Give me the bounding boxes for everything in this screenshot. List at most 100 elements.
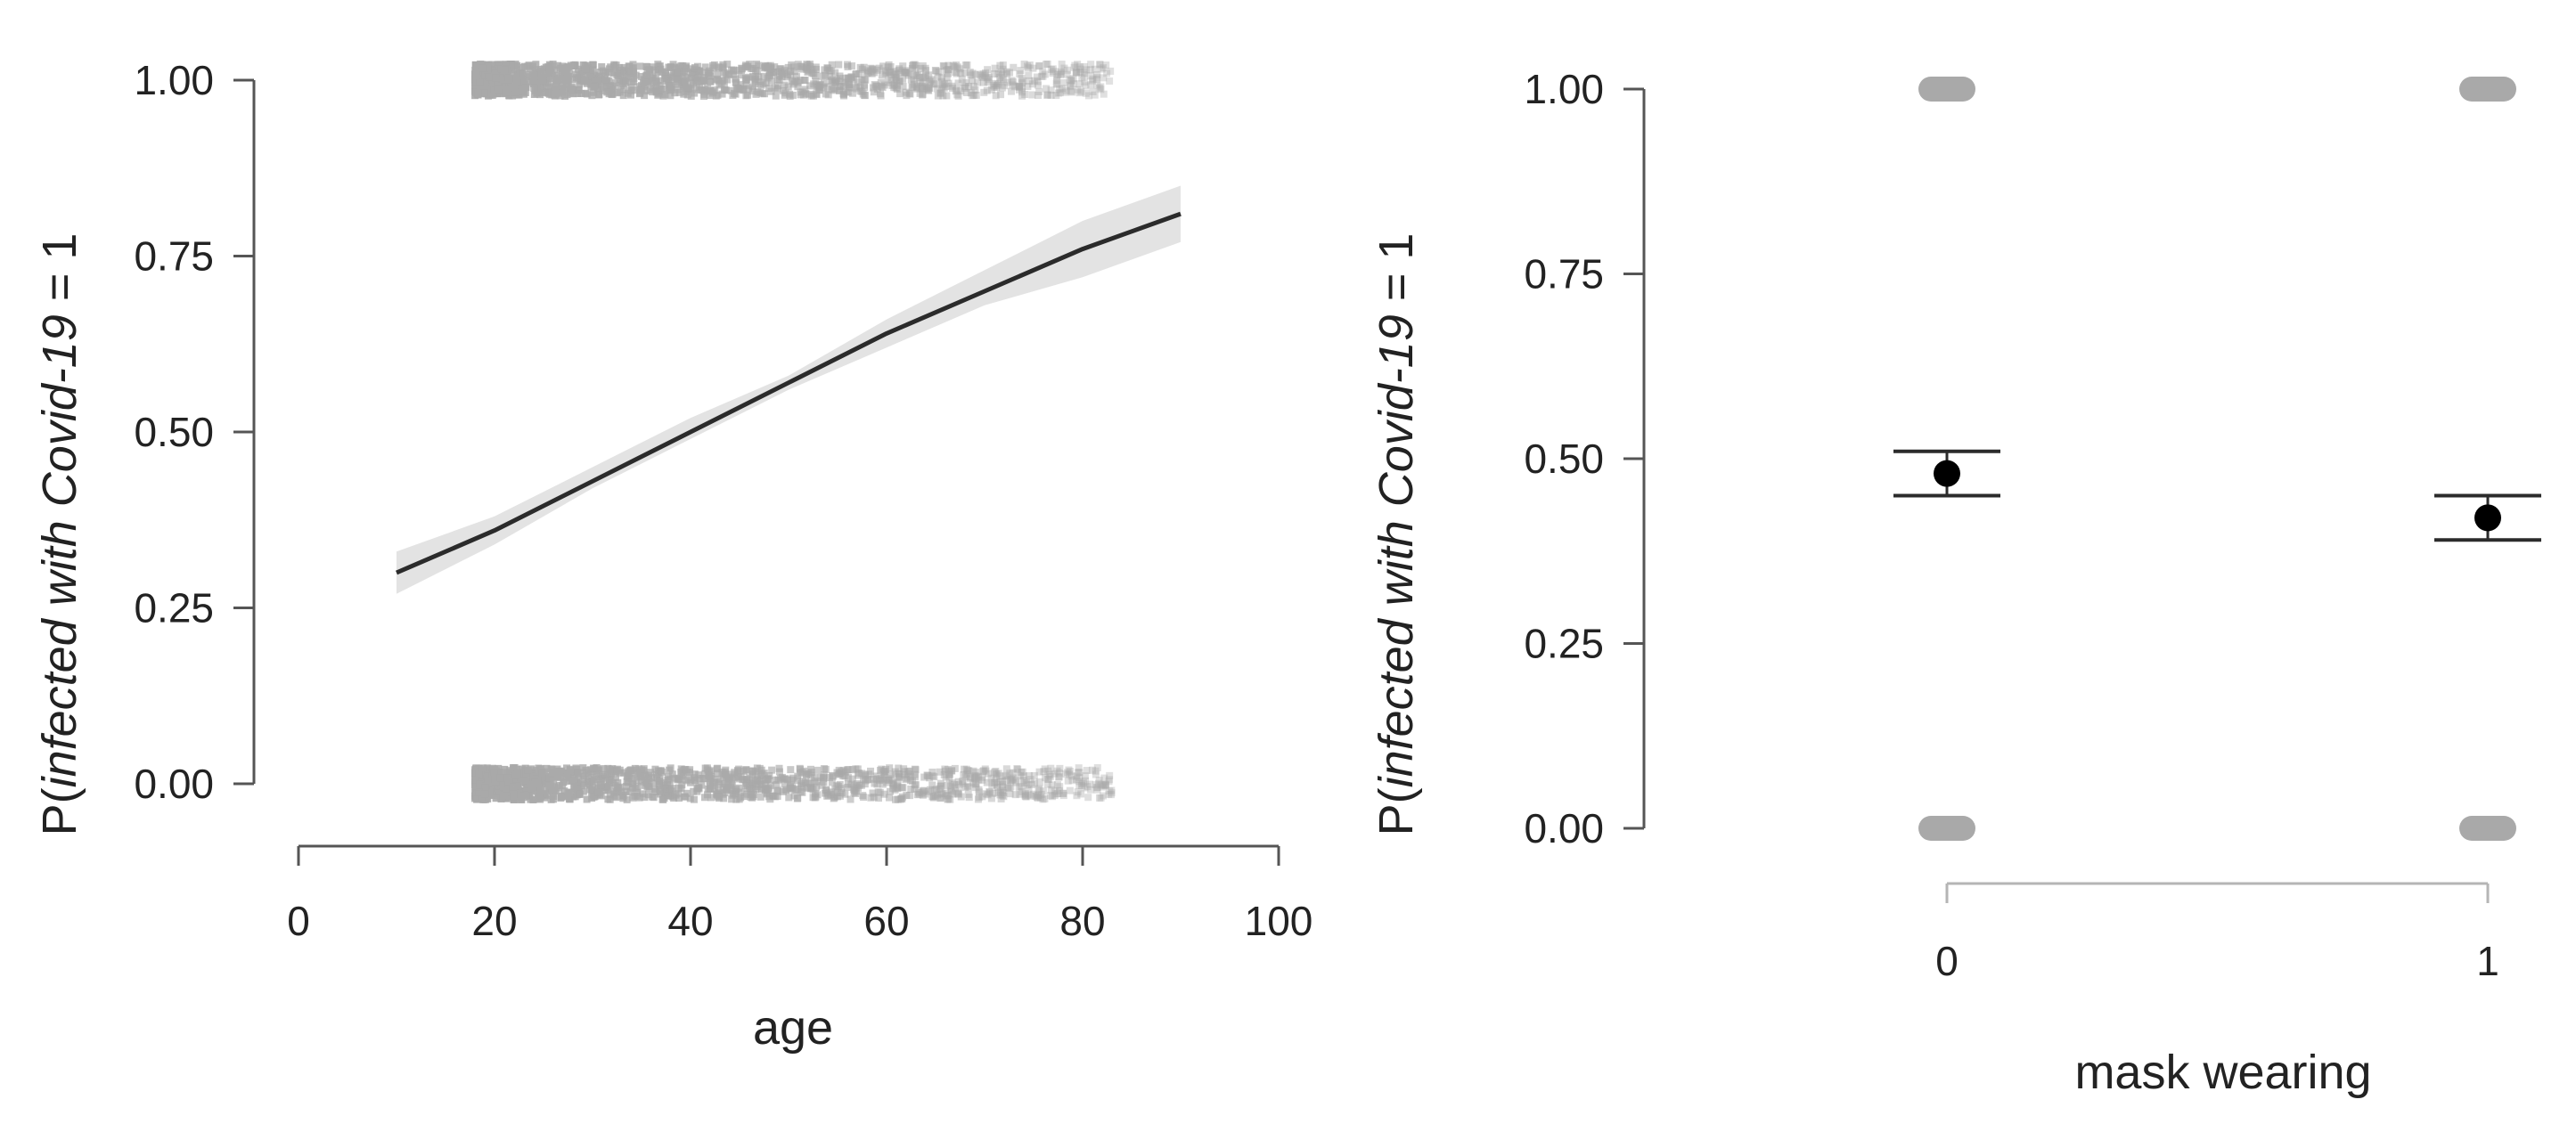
obs-point xyxy=(966,774,974,782)
obs-point xyxy=(1043,91,1051,99)
x-tick-label: 80 xyxy=(1059,898,1105,944)
obs-point xyxy=(1031,779,1039,787)
obs-point xyxy=(1105,778,1113,786)
obs-point xyxy=(522,84,530,92)
obs-point xyxy=(563,773,571,781)
obs-point xyxy=(1092,781,1100,789)
obs-point xyxy=(1092,770,1100,778)
obs-point xyxy=(785,794,793,802)
obs-point xyxy=(718,90,726,98)
obs-point xyxy=(1089,87,1097,95)
obs-point xyxy=(608,89,616,97)
obs-point xyxy=(930,80,938,88)
obs-point xyxy=(1056,764,1064,772)
obs-point xyxy=(668,770,676,778)
obs-point xyxy=(971,771,979,779)
obs-point xyxy=(1106,771,1114,779)
obs-point xyxy=(713,75,721,83)
obs-point xyxy=(566,788,574,796)
obs-point xyxy=(634,783,642,791)
point-estimate xyxy=(1934,460,1960,487)
obs-point xyxy=(661,90,669,98)
obs-point xyxy=(1107,791,1115,799)
obs-point xyxy=(511,764,519,772)
obs-point xyxy=(1035,61,1043,69)
obs-point xyxy=(594,773,602,781)
obs-point xyxy=(560,787,568,795)
obs-point xyxy=(939,61,947,69)
obs-point xyxy=(568,83,576,91)
obs-point xyxy=(1040,768,1048,776)
obs-point xyxy=(975,786,983,794)
obs-point xyxy=(676,776,684,784)
obs-point xyxy=(953,91,961,99)
obs-point xyxy=(953,61,961,69)
obs-point xyxy=(1035,785,1043,793)
obs-point xyxy=(891,768,899,776)
obs-point xyxy=(701,764,709,772)
obs-point xyxy=(730,70,738,78)
obs-point xyxy=(937,790,945,798)
obs-point xyxy=(1045,775,1053,783)
obs-point xyxy=(948,82,956,90)
obs-point xyxy=(749,793,757,801)
obs-point xyxy=(519,70,527,78)
obs-point xyxy=(961,765,969,773)
obs-point xyxy=(1020,779,1028,787)
obs-point xyxy=(522,770,530,778)
obs-point xyxy=(989,81,997,89)
obs-point xyxy=(735,765,743,773)
obs-point xyxy=(1074,86,1082,94)
obs-point xyxy=(1018,768,1026,776)
obs-point xyxy=(1083,66,1091,74)
obs-point xyxy=(560,75,568,83)
obs-point xyxy=(645,775,653,783)
obs-point xyxy=(790,68,798,76)
obs-point xyxy=(626,91,634,99)
obs-point xyxy=(944,795,952,803)
obs-point xyxy=(583,795,591,803)
obs-point xyxy=(872,775,880,783)
obs-point xyxy=(826,72,834,80)
obs-point xyxy=(974,772,982,780)
obs-point xyxy=(794,785,802,793)
obs-point xyxy=(757,772,765,780)
obs-point xyxy=(982,767,990,775)
obs-point xyxy=(1067,77,1075,85)
obs-point xyxy=(809,92,817,100)
obs-point xyxy=(980,88,988,96)
obs-point xyxy=(751,75,759,83)
obs-point xyxy=(942,792,950,800)
obs-point xyxy=(957,69,965,77)
obs-point xyxy=(947,786,955,794)
obs-point xyxy=(611,782,619,790)
obs-point xyxy=(693,62,701,70)
obs-point xyxy=(876,788,884,796)
obs-point xyxy=(928,793,936,801)
obs-point xyxy=(649,778,657,786)
obs-point xyxy=(614,72,622,80)
obs-point xyxy=(1015,783,1023,791)
obs-point xyxy=(524,766,532,774)
obs-point xyxy=(954,778,962,786)
obs-point xyxy=(563,69,571,77)
obs-point xyxy=(1015,86,1023,94)
obs-point xyxy=(887,775,895,783)
obs-point xyxy=(505,76,513,84)
obs-point xyxy=(1026,61,1034,69)
obs-point xyxy=(1107,67,1115,75)
obs-point xyxy=(511,84,519,92)
obs-point xyxy=(999,65,1007,73)
obs-point xyxy=(798,769,806,777)
obs-point xyxy=(1009,776,1017,784)
obs-point xyxy=(625,778,633,786)
obs-point xyxy=(695,771,703,779)
obs-point xyxy=(994,783,1002,791)
obs-point xyxy=(524,70,532,78)
obs-point xyxy=(542,89,550,97)
obs-point xyxy=(1068,88,1076,96)
obs-point xyxy=(848,89,856,97)
obs-point xyxy=(765,775,773,783)
obs-point xyxy=(961,783,969,791)
fitted-curve-age xyxy=(396,211,1182,575)
